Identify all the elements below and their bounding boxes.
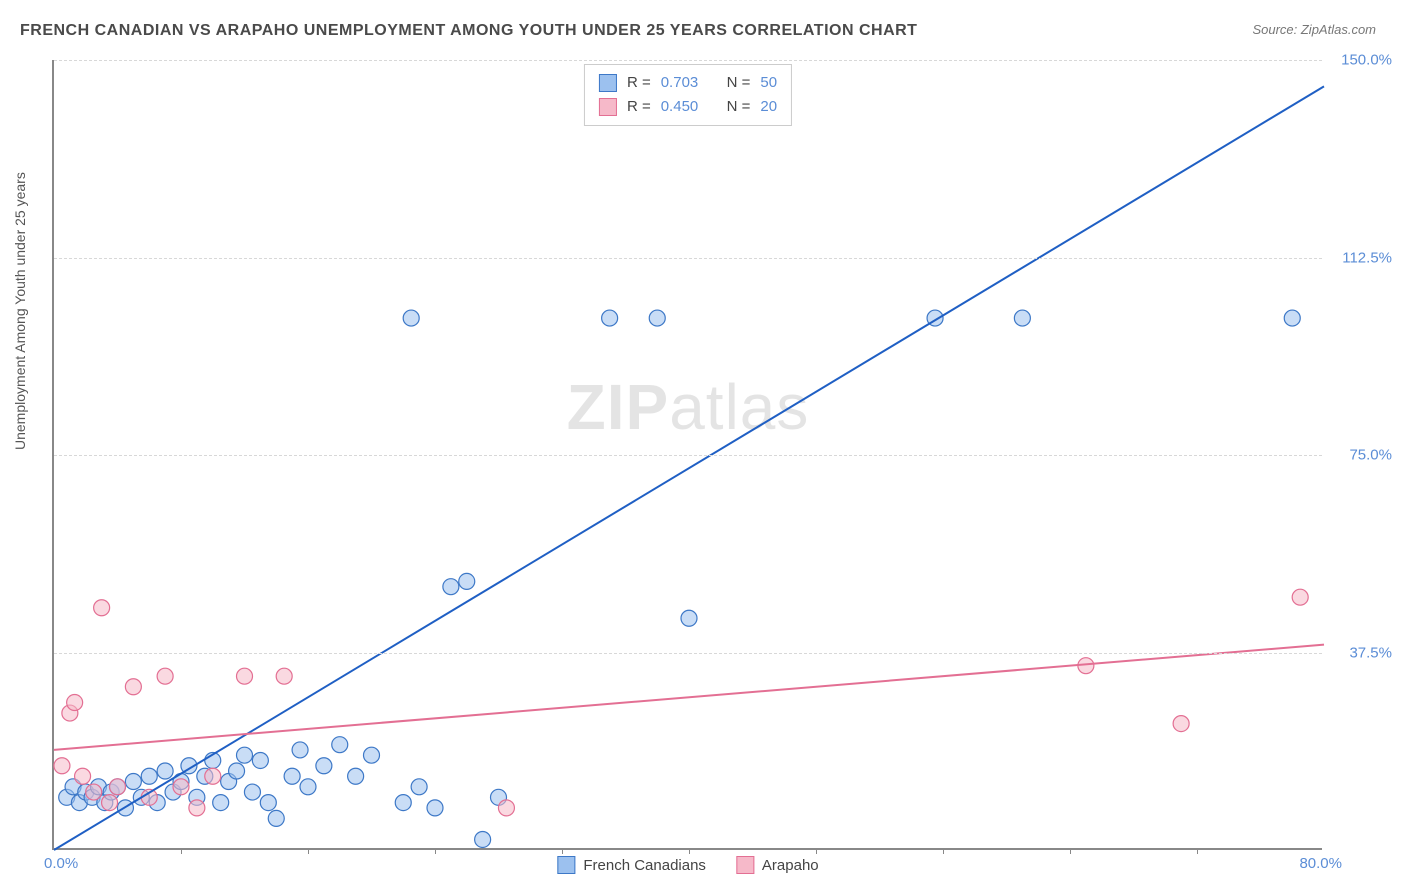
gridline	[54, 258, 1322, 259]
data-point	[443, 579, 459, 595]
x-tick	[1197, 848, 1198, 854]
data-point	[681, 610, 697, 626]
data-point	[125, 679, 141, 695]
x-tick	[435, 848, 436, 854]
x-tick	[181, 848, 182, 854]
data-point	[54, 758, 70, 774]
data-point	[300, 779, 316, 795]
data-point	[348, 768, 364, 784]
legend-item-french: French Canadians	[557, 856, 706, 874]
x-tick	[816, 848, 817, 854]
data-point	[102, 795, 118, 811]
data-point	[86, 784, 102, 800]
y-tick-label: 150.0%	[1332, 52, 1392, 69]
x-tick	[562, 848, 563, 854]
swatch-arapaho-icon	[736, 856, 754, 874]
data-point	[316, 758, 332, 774]
data-point	[459, 573, 475, 589]
data-point	[498, 800, 514, 816]
swatch-french-icon	[599, 74, 617, 92]
legend-row-french: R = 0.703 N = 50	[599, 71, 777, 95]
plot-area: R = 0.703 N = 50 R = 0.450 N = 20 ZIPatl…	[52, 60, 1322, 850]
data-point	[602, 310, 618, 326]
data-point	[157, 668, 173, 684]
data-point	[244, 784, 260, 800]
data-point	[67, 695, 83, 711]
legend-n-prefix: N =	[727, 95, 751, 119]
y-tick-label: 75.0%	[1332, 447, 1392, 464]
source-label: Source: ZipAtlas.com	[1252, 22, 1376, 37]
x-tick	[1070, 848, 1071, 854]
gridline	[54, 455, 1322, 456]
data-point	[427, 800, 443, 816]
data-point	[411, 779, 427, 795]
legend-r-french: 0.703	[661, 71, 699, 95]
legend-r-arapaho: 0.450	[661, 95, 699, 119]
data-point	[284, 768, 300, 784]
x-tick	[689, 848, 690, 854]
data-point	[125, 774, 141, 790]
data-point	[75, 768, 91, 784]
chart-title: FRENCH CANADIAN VS ARAPAHO UNEMPLOYMENT …	[20, 22, 917, 40]
data-point	[213, 795, 229, 811]
data-point	[1173, 716, 1189, 732]
data-point	[268, 810, 284, 826]
data-point	[1284, 310, 1300, 326]
data-point	[475, 831, 491, 847]
legend-n-french: 50	[760, 71, 777, 95]
data-point	[189, 800, 205, 816]
data-point	[237, 747, 253, 763]
data-point	[260, 795, 276, 811]
x-tick	[943, 848, 944, 854]
legend-correlation: R = 0.703 N = 50 R = 0.450 N = 20	[584, 64, 792, 126]
data-point	[205, 768, 221, 784]
trendline	[54, 645, 1324, 750]
legend-label-arapaho: Arapaho	[762, 857, 819, 874]
trendline	[54, 86, 1324, 850]
data-point	[395, 795, 411, 811]
data-point	[252, 752, 268, 768]
x-origin-label: 0.0%	[44, 855, 78, 872]
legend-r-prefix: R =	[627, 95, 651, 119]
data-point	[1292, 589, 1308, 605]
data-point	[173, 779, 189, 795]
scatter-svg	[54, 60, 1322, 848]
x-tick	[308, 848, 309, 854]
gridline	[54, 653, 1322, 654]
y-tick-label: 112.5%	[1332, 249, 1392, 266]
data-point	[1014, 310, 1030, 326]
gridline	[54, 60, 1322, 61]
data-point	[110, 779, 126, 795]
legend-series: French Canadians Arapaho	[557, 856, 818, 874]
y-axis-label: Unemployment Among Youth under 25 years	[12, 172, 28, 450]
data-point	[229, 763, 245, 779]
y-tick-label: 37.5%	[1332, 644, 1392, 661]
data-point	[141, 768, 157, 784]
data-point	[276, 668, 292, 684]
legend-n-arapaho: 20	[760, 95, 777, 119]
data-point	[157, 763, 173, 779]
data-point	[237, 668, 253, 684]
legend-label-french: French Canadians	[583, 857, 706, 874]
x-max-label: 80.0%	[1299, 855, 1342, 872]
data-point	[364, 747, 380, 763]
legend-item-arapaho: Arapaho	[736, 856, 819, 874]
data-point	[292, 742, 308, 758]
legend-n-prefix: N =	[727, 71, 751, 95]
data-point	[332, 737, 348, 753]
legend-row-arapaho: R = 0.450 N = 20	[599, 95, 777, 119]
data-point	[649, 310, 665, 326]
legend-r-prefix: R =	[627, 71, 651, 95]
swatch-french-icon	[557, 856, 575, 874]
swatch-arapaho-icon	[599, 98, 617, 116]
data-point	[403, 310, 419, 326]
data-point	[94, 600, 110, 616]
